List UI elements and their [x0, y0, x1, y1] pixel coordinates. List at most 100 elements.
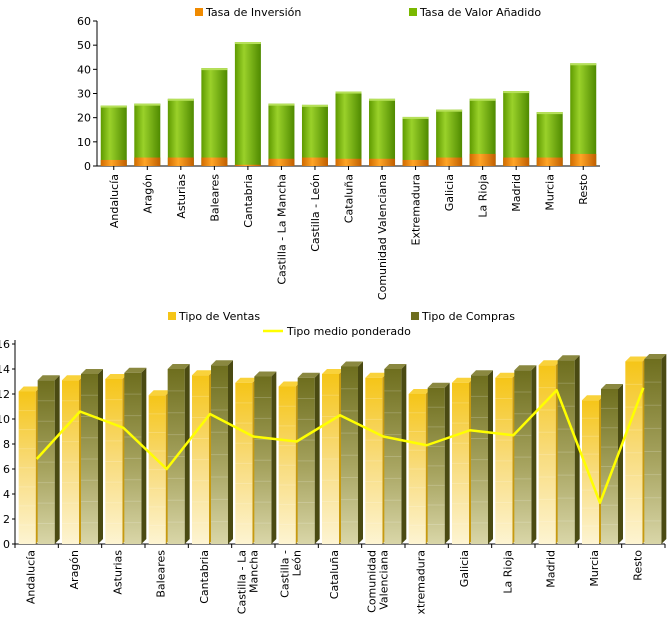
- bar-ventas-andalucia: [18, 391, 36, 544]
- legend-swatch-tasa-de-inversion: [195, 8, 203, 16]
- x-tick-label: Castilla -: [279, 550, 292, 598]
- bar-ventas-murcia-top: [582, 395, 604, 401]
- bar-compras-la-rioja: [514, 370, 532, 544]
- legend-label-tasa-de-inversion: Tasa de Inversión: [205, 6, 301, 19]
- bar-top-valor-anadido-asturias: [167, 98, 194, 101]
- x-tick-label: Madrid: [510, 174, 523, 212]
- bar-compras-la-rioja-side: [531, 365, 537, 544]
- bar-ventas-madrid: [538, 365, 556, 544]
- x-tick-label: Aragón: [68, 550, 81, 590]
- bar-compras-comunidad-valenciana-top: [384, 364, 407, 369]
- bar-compras-cataluna-side: [358, 361, 363, 544]
- bar-inversion-comunidad-valenciana: [369, 158, 396, 166]
- y-tick-label: 60: [77, 15, 91, 28]
- y-tick-label: 14: [0, 363, 10, 376]
- legend-swatch-tipo-de-compras: [411, 312, 419, 320]
- bar-inversion-asturias: [167, 157, 194, 166]
- bar-compras-cantabria: [211, 365, 228, 544]
- y-tick-label: 10: [77, 136, 91, 149]
- x-tick-label: Comunidad Valenciana: [376, 174, 389, 300]
- bar-compras-murcia-side: [618, 384, 623, 544]
- bar-compras-comunidad-valenciana-side: [401, 364, 407, 544]
- x-tick-label: Andalucía: [108, 174, 121, 228]
- x-tick-label: Cataluña: [343, 174, 356, 223]
- bar-ventas-baleares-top: [148, 390, 171, 396]
- legend-label-tipo-de-compras: Tipo de Compras: [421, 310, 515, 323]
- x-tick-label: Galicia: [458, 550, 471, 587]
- bar-ventas-madrid-top: [538, 360, 561, 366]
- y-tick-label: 20: [77, 112, 91, 125]
- bar-compras-cataluna: [341, 366, 358, 544]
- x-tick-label: Resto: [577, 174, 590, 205]
- x-tick-label: La Rioja: [501, 550, 514, 594]
- x-tick-label: Valenciana: [377, 550, 390, 610]
- bar-compras-galicia-top: [471, 370, 493, 376]
- x-tick-label: Asturias: [111, 550, 124, 595]
- bar-inversion-madrid: [503, 157, 530, 166]
- bar-compras-castilla-la-mancha-top: [254, 371, 277, 377]
- bar-compras-extremadura-top: [427, 382, 450, 388]
- bar-ventas-asturias-top: [105, 374, 128, 379]
- bar-valor-anadido-cataluna: [335, 91, 362, 166]
- bar-compras-castilla-leon: [297, 377, 315, 544]
- bar-ventas-extremadura: [408, 394, 426, 544]
- bar-compras-cantabria-top: [211, 360, 233, 366]
- y-tick-label: 10: [0, 413, 10, 426]
- bar-inversion-galicia: [436, 157, 463, 166]
- bar-compras-comunidad-valenciana: [384, 369, 402, 544]
- legend-swatch-tipo-de-ventas: [168, 312, 176, 320]
- bar-ventas-murcia: [582, 400, 599, 544]
- bar-compras-castilla-leon-side: [314, 372, 320, 544]
- x-tick-label: Cataluña: [328, 550, 341, 599]
- bar-ventas-baleares: [148, 395, 166, 544]
- bar-compras-madrid-side: [574, 355, 580, 544]
- x-tick-label: Comunidad: [365, 550, 378, 613]
- y-tick-label: 4: [3, 488, 10, 501]
- tax-rates-chart: 0 2 4 6 8 10 12 14 16 Andalucía Aragón Asturias Bale…: [0, 310, 667, 619]
- bar-ventas-cataluna: [322, 374, 339, 544]
- bar-compras-aragon-side: [98, 369, 103, 544]
- bar-valor-anadido-madrid: [503, 91, 530, 166]
- bar-compras-murcia: [601, 389, 618, 544]
- bar-top-valor-anadido-murcia: [536, 112, 563, 115]
- bar-compras-asturias-side: [141, 367, 147, 544]
- bar-valor-anadido-cantabria: [234, 42, 261, 166]
- x-tick-label: Castilla - La: [235, 550, 248, 614]
- bar-compras-cantabria-side: [228, 360, 233, 544]
- bar-valor-anadido-asturias: [167, 98, 194, 166]
- bar-top-valor-anadido-cantabria: [234, 42, 261, 45]
- bar-compras-extremadura-side: [444, 382, 450, 544]
- x-tick-label: Galicia: [443, 174, 456, 211]
- line-tipo-medio-ponderado: [35, 387, 645, 504]
- x-tick-label: Castilla - León: [309, 174, 322, 252]
- bar-compras-resto: [644, 359, 662, 544]
- y-tick-label: 2: [3, 513, 10, 526]
- y-tick-label: 8: [3, 438, 10, 451]
- bar-top-valor-anadido-comunidad-valenciana: [369, 98, 396, 101]
- bar-ventas-la-rioja: [495, 377, 513, 544]
- bar-valor-anadido-comunidad-valenciana: [369, 98, 396, 166]
- bar-compras-extremadura: [427, 387, 445, 544]
- bar-top-valor-anadido-resto: [570, 63, 597, 66]
- x-tick-label: Castilla - La Mancha: [275, 174, 288, 285]
- y-tick-label: 0: [84, 160, 91, 173]
- bar-inversion-la-rioja: [469, 153, 496, 166]
- bar-inversion-murcia: [536, 157, 563, 166]
- x-tick-label: Cantabria: [242, 174, 255, 228]
- bar-ventas-comunidad-valenciana-top: [365, 372, 388, 378]
- bar-top-valor-anadido-la-rioja: [469, 98, 496, 101]
- x-tick-label: Extremadura: [410, 174, 423, 246]
- bar-ventas-aragon: [62, 380, 79, 544]
- bar-valor-anadido-galicia: [436, 109, 463, 166]
- x-tick-label: Resto: [631, 550, 644, 581]
- x-tick-label: Murcia: [544, 174, 557, 211]
- x-tick-label: Andalucía: [25, 550, 38, 604]
- bar-ventas-castilla-leon: [278, 386, 296, 544]
- bar-compras-asturias: [124, 372, 142, 544]
- bar-ventas-castilla-la-mancha: [235, 382, 253, 544]
- bar-inversion-baleares: [201, 157, 228, 166]
- bar-compras-baleares-top: [167, 364, 190, 369]
- x-tick-label: Aragón: [141, 174, 154, 214]
